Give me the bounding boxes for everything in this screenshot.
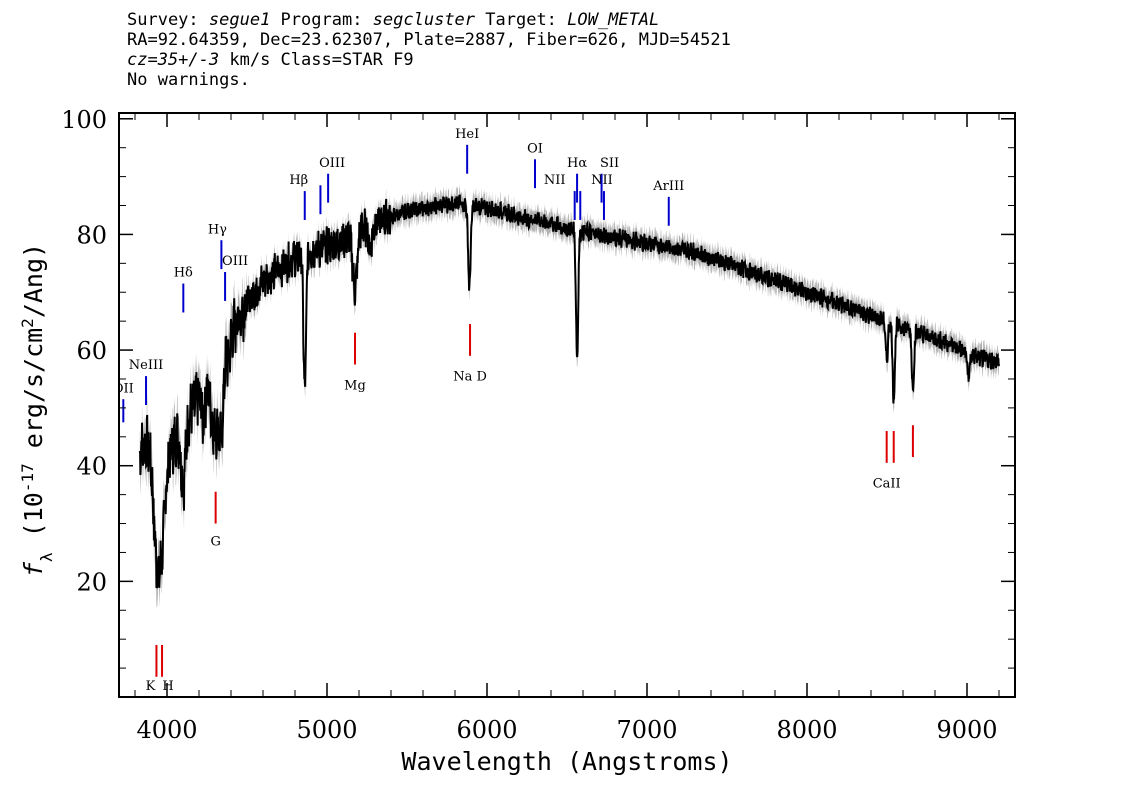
- x-tick-label: 4000: [136, 716, 197, 744]
- x-tick-label: 8000: [776, 716, 837, 744]
- header-line-redshift: cz=35+/-3 km/s Class=STAR F9: [127, 50, 414, 70]
- redshift-value: cz=35+/-3: [127, 50, 220, 70]
- y-tick-label: 40: [76, 453, 107, 481]
- plot-frame: [118, 112, 1016, 698]
- program-name: segcluster: [372, 10, 476, 30]
- axis-ticks: 4000 5000 6000 7000 8000 9000 20 40 60 80 100: [61, 106, 1015, 744]
- absorption-line-label: K: [146, 679, 156, 694]
- y-tick-label: 20: [76, 568, 107, 596]
- emission-line-label: Hγ: [208, 222, 227, 237]
- x-axis-label: Wavelength (Angstroms): [401, 747, 732, 776]
- y-tick-label: 100: [61, 106, 107, 134]
- x-tick-label: 6000: [456, 716, 517, 744]
- absorption-line-label: Na D: [453, 370, 487, 385]
- emission-line-label: OI: [527, 141, 543, 156]
- absorption-line-label: G: [210, 535, 220, 550]
- emission-line-label: OII: [113, 381, 134, 396]
- emission-line-label: OIII: [319, 156, 345, 171]
- x-tick-label: 7000: [616, 716, 677, 744]
- header-line-survey: Survey: segue1 Program: segcluster Targe…: [127, 10, 660, 30]
- emission-line-label: NII: [544, 173, 566, 188]
- emission-line-label: HeI: [455, 127, 479, 142]
- emission-line-label: Hδ: [174, 266, 193, 281]
- emission-line-label: SII: [600, 156, 619, 171]
- survey-name: segue1: [208, 10, 271, 30]
- emission-line-label: OIII: [222, 254, 248, 269]
- plot-series: [138, 184, 1000, 609]
- emission-line-label: NII: [591, 173, 613, 188]
- y-axis-label: fλ (10-17 erg/s/cm2/Ang): [18, 243, 56, 577]
- header-line-warnings: No warnings.: [127, 70, 250, 90]
- y-tick-label: 80: [76, 221, 107, 249]
- absorption-line-label: H: [162, 679, 173, 694]
- emission-line-label: Hβ: [289, 173, 308, 188]
- absorption-line-label: CaII: [873, 477, 901, 492]
- target-name: LOW_METAL: [567, 10, 660, 30]
- emission-line-label: NeIII: [129, 358, 163, 373]
- spectrum-header: Survey: segue1 Program: segcluster Targe…: [127, 10, 731, 90]
- absorption-line-label: Mg: [344, 378, 366, 393]
- emission-line-label: ArIII: [652, 179, 684, 194]
- emission-line-label: Hα: [567, 156, 587, 171]
- x-tick-label: 9000: [936, 716, 997, 744]
- x-tick-label: 5000: [296, 716, 357, 744]
- error-band: [139, 184, 1000, 609]
- flux-line: [138, 194, 1000, 589]
- header-line-coordinates: RA=92.64359, Dec=23.62307, Plate=2887, F…: [127, 30, 731, 50]
- y-tick-label: 60: [76, 337, 107, 365]
